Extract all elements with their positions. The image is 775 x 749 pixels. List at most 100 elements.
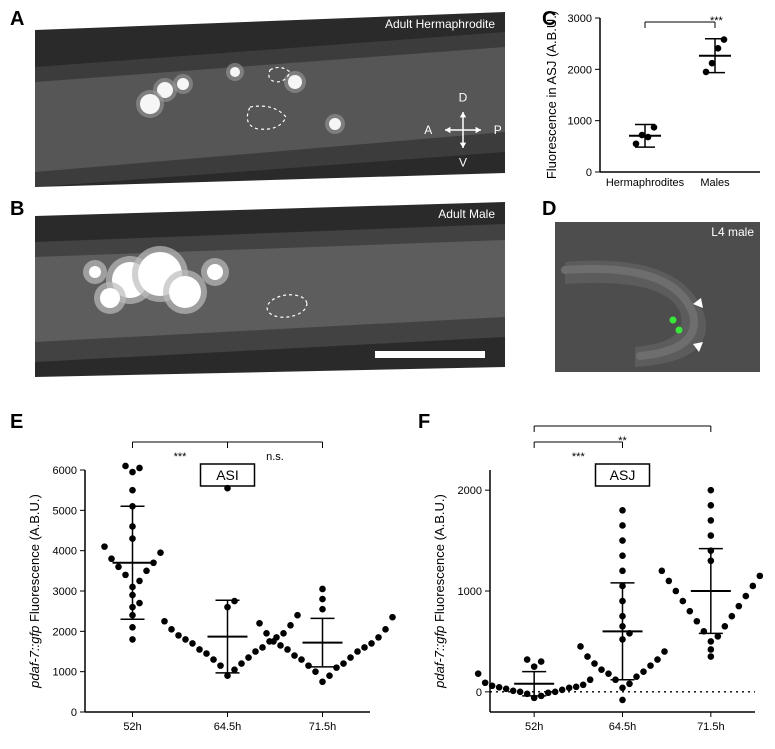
data-point <box>510 688 517 695</box>
data-point <box>231 666 238 673</box>
ytick-label: 0 <box>476 687 482 699</box>
data-point <box>298 656 305 663</box>
data-point <box>708 638 715 645</box>
ytick-label: 3000 <box>568 13 592 25</box>
panel-e-chart: 0100020003000400050006000pdaf-7::gfp Flu… <box>27 442 396 733</box>
compass-label: P <box>494 123 502 137</box>
data-point <box>333 664 340 671</box>
data-point <box>168 626 175 633</box>
panel-label-a: A <box>10 8 24 30</box>
data-point <box>531 663 538 670</box>
data-point <box>319 678 326 685</box>
panel-d-image: L4 male <box>555 222 760 372</box>
data-point <box>210 656 217 663</box>
data-point <box>654 656 661 663</box>
data-point <box>708 517 715 524</box>
data-point <box>577 643 584 650</box>
data-point <box>580 681 587 688</box>
data-point <box>743 593 750 600</box>
data-point <box>382 626 389 633</box>
data-point <box>270 638 277 645</box>
panel-ylabel: pdaf-7::gfp Fluorescence (A.B.U.) <box>27 494 42 689</box>
data-point <box>231 598 238 605</box>
data-point <box>729 613 736 620</box>
data-point <box>143 568 150 575</box>
data-point <box>129 636 136 643</box>
data-point <box>347 654 354 661</box>
data-point <box>319 596 326 603</box>
xtick-label: Males <box>700 177 730 189</box>
panel-label-d: D <box>542 198 556 220</box>
panel-d-caption: L4 male <box>711 225 754 239</box>
data-point <box>750 583 757 590</box>
data-point <box>503 686 510 693</box>
data-point <box>587 676 594 683</box>
data-point <box>680 598 687 605</box>
xtick-label: 52h <box>525 721 543 733</box>
data-point <box>573 683 580 690</box>
significance-label: *** <box>572 451 586 463</box>
panel-label-f: F <box>418 411 430 433</box>
data-point <box>640 668 647 675</box>
data-point <box>256 620 263 627</box>
data-point <box>757 573 764 580</box>
ytick-label: 1000 <box>568 116 592 128</box>
data-point <box>708 502 715 509</box>
significance-label: n.s. <box>266 451 284 463</box>
ytick-label: 0 <box>71 707 77 719</box>
panel-c-ylabel: Fluorescence in ASJ (A.B.U.) <box>544 11 559 179</box>
ytick-label: 0 <box>586 167 592 179</box>
data-point <box>108 555 115 562</box>
data-point <box>354 648 361 655</box>
panel-label-e: E <box>10 411 23 433</box>
ytick-label: 6000 <box>53 465 77 477</box>
data-point <box>129 487 136 494</box>
data-point <box>203 650 210 657</box>
data-point <box>101 543 108 550</box>
data-point <box>175 632 182 639</box>
significance-label: ** <box>618 435 627 447</box>
data-point <box>217 662 224 669</box>
data-point <box>115 564 122 571</box>
data-point <box>157 549 164 556</box>
ytick-label: 2000 <box>568 64 592 76</box>
ytick-label: 2000 <box>53 626 77 638</box>
data-point <box>196 646 203 653</box>
xtick-label: 71.5h <box>697 721 725 733</box>
data-point <box>182 636 189 643</box>
data-point <box>647 662 654 669</box>
ytick-label: 2000 <box>458 485 482 497</box>
compass-label: D <box>459 90 468 104</box>
data-point <box>708 532 715 539</box>
data-point <box>708 646 715 653</box>
data-point <box>708 487 715 494</box>
scale-bar <box>375 351 485 358</box>
data-point <box>626 680 633 687</box>
data-point <box>291 652 298 659</box>
data-point <box>619 552 626 559</box>
data-point <box>122 463 129 470</box>
xtick-label: 71.5h <box>309 721 337 733</box>
data-point <box>280 630 287 637</box>
data-point <box>312 668 319 675</box>
data-point <box>129 624 136 631</box>
data-point <box>489 682 496 689</box>
data-point <box>619 685 626 692</box>
data-point <box>238 660 245 667</box>
data-point <box>687 608 694 615</box>
data-point <box>475 670 482 677</box>
data-point <box>552 689 559 696</box>
xtick-label: 64.5h <box>609 721 637 733</box>
data-point <box>136 578 143 585</box>
ytick-label: 4000 <box>53 546 77 558</box>
data-point <box>326 672 333 679</box>
data-point <box>245 654 252 661</box>
data-point <box>673 588 680 595</box>
panel-b-caption: Adult Male <box>438 207 495 221</box>
data-point <box>736 603 743 610</box>
data-point <box>722 623 729 630</box>
ytick-label: 1000 <box>53 667 77 679</box>
ytick-label: 3000 <box>53 586 77 598</box>
xtick-label: 52h <box>123 721 141 733</box>
data-point <box>538 658 545 665</box>
